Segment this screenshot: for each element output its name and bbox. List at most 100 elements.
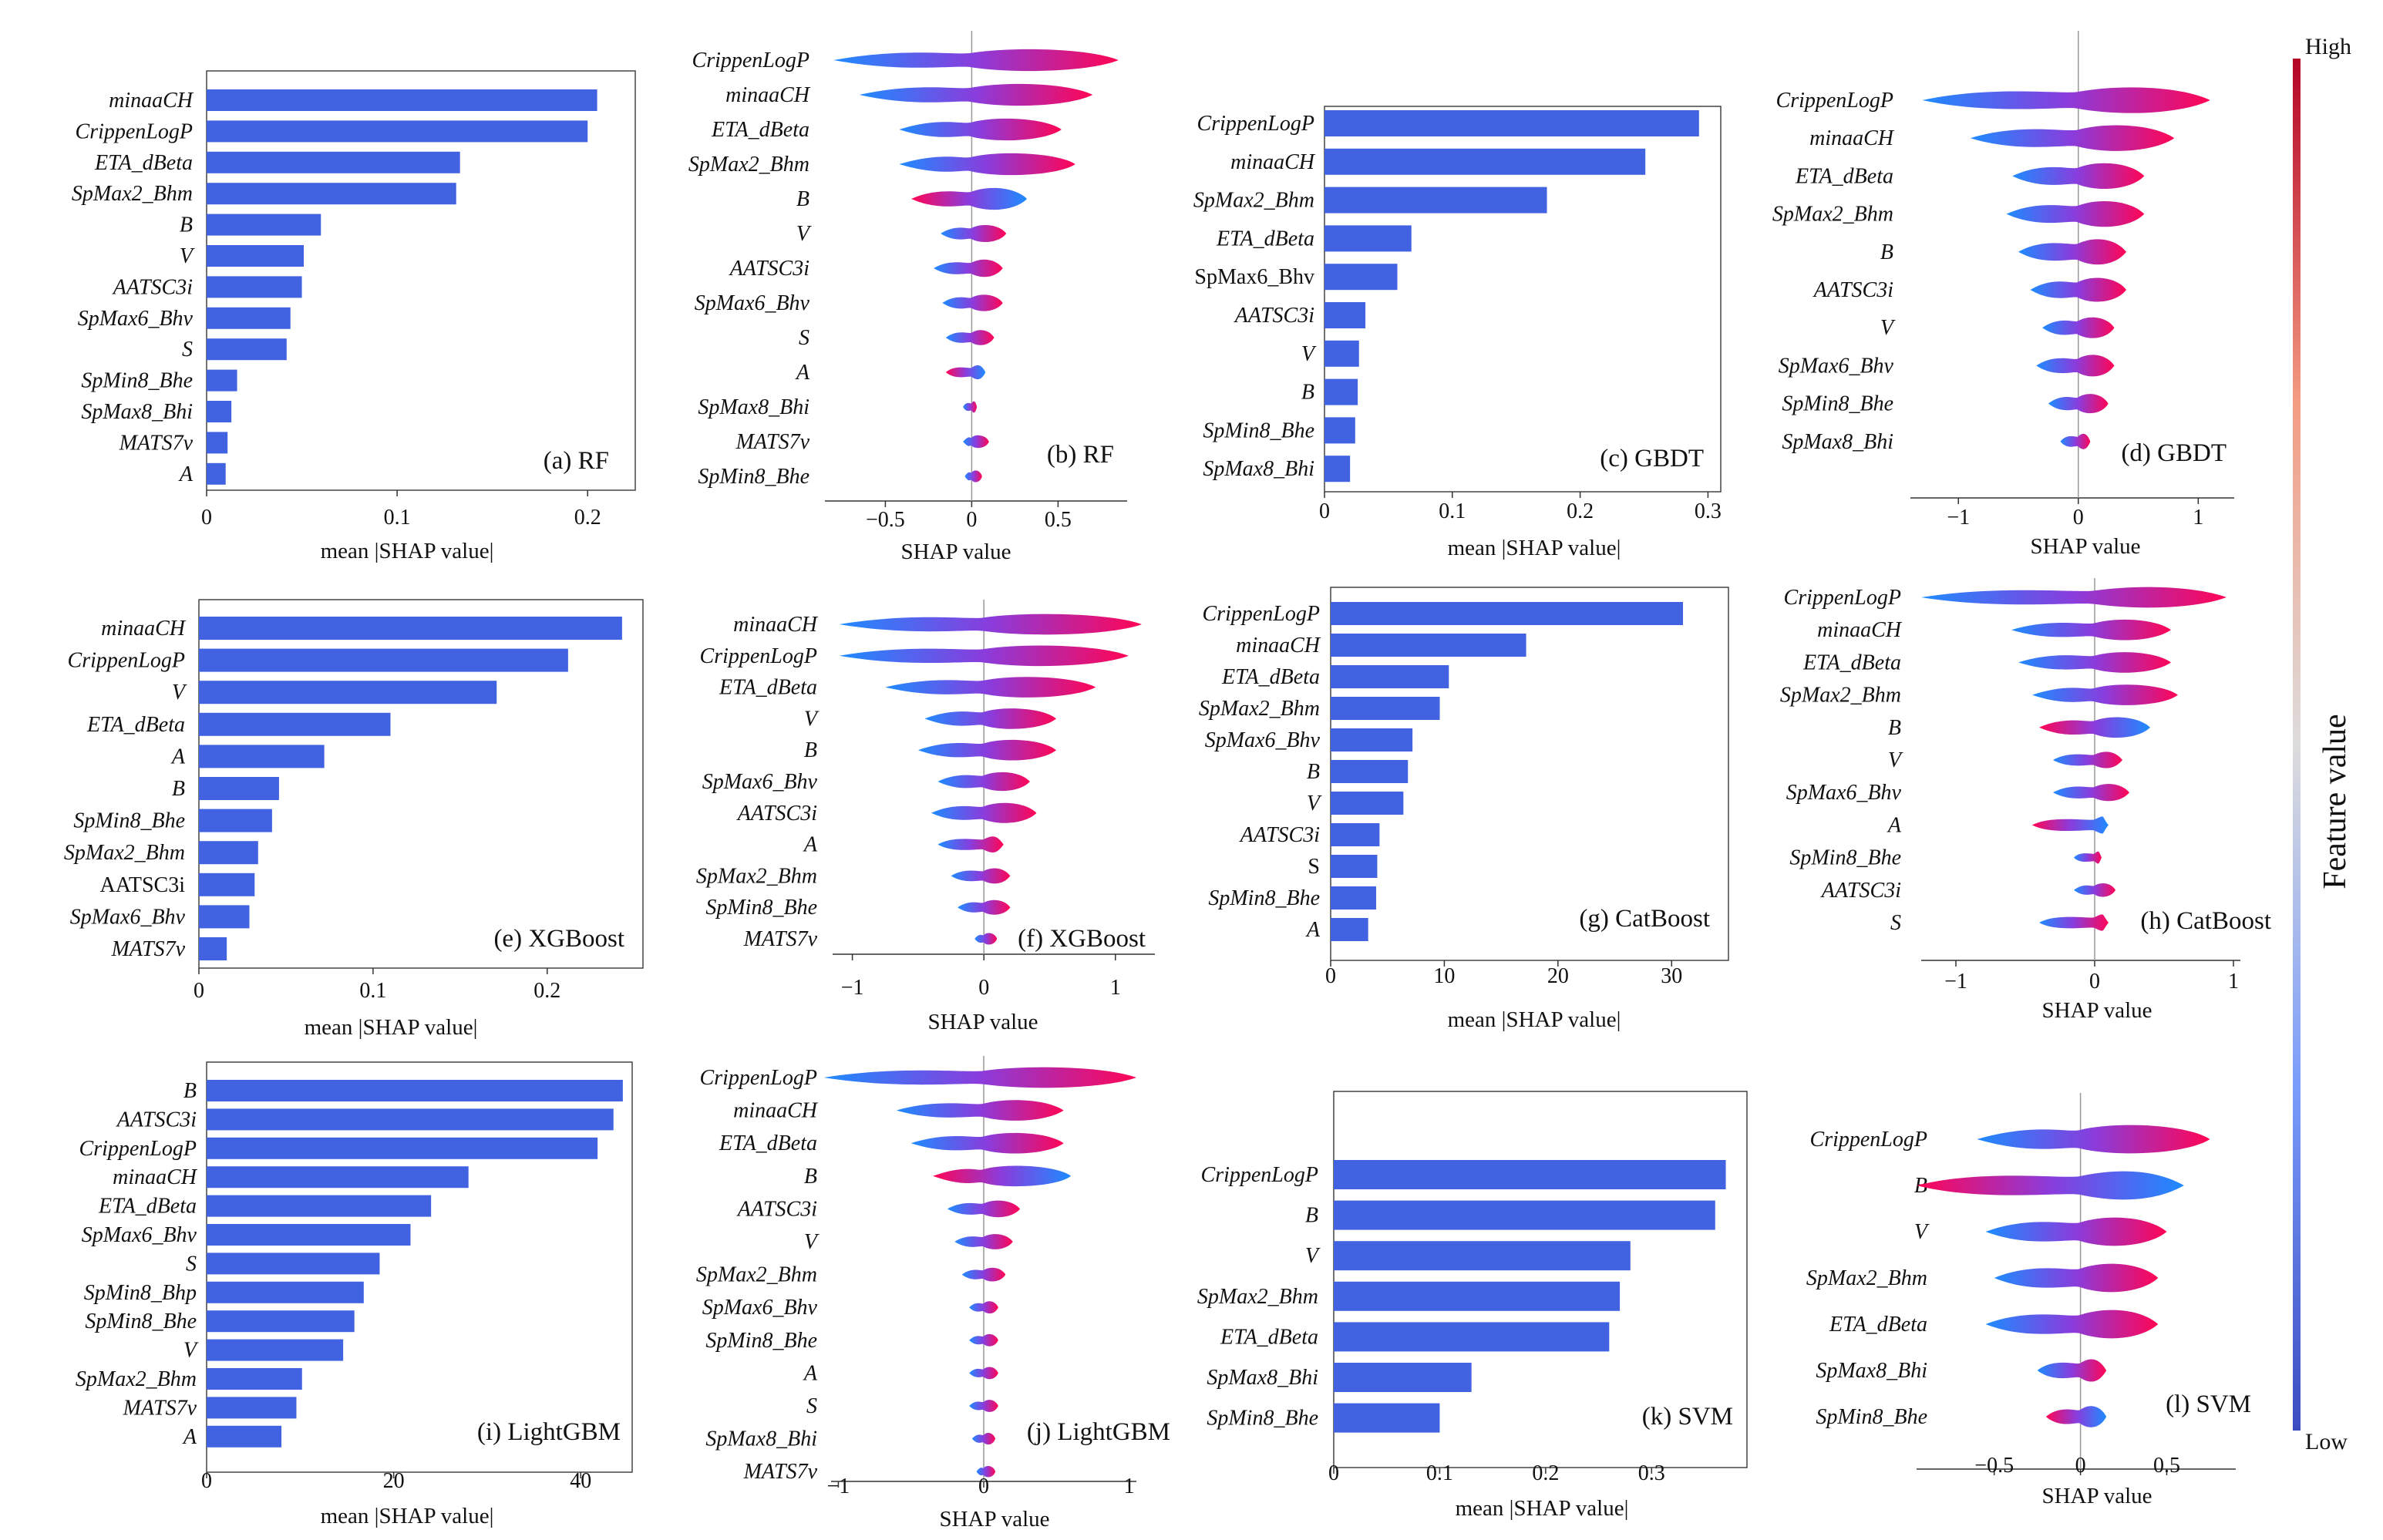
panel-d-violin	[2006, 200, 2145, 227]
panel-g-bar	[1331, 697, 1440, 720]
panel-f-feature-label: ETA_dBeta	[719, 676, 817, 700]
panel-c-frame	[1324, 106, 1722, 493]
panel-c-feature-label: CrippenLogP	[1197, 112, 1314, 136]
panel-j-feature-label: SpMax8_Bhi	[705, 1427, 817, 1451]
panel-c-bar	[1324, 302, 1366, 328]
panel-e-feature-label: CrippenLogP	[68, 649, 185, 673]
panel-k-bar	[1334, 1200, 1715, 1230]
panel-b-violin	[899, 118, 1062, 141]
panel-k-bar	[1334, 1241, 1631, 1271]
panel-h-violin	[2039, 914, 2109, 931]
panel-j-label: (j) LightGBM	[1027, 1418, 1170, 1446]
panel-f-feature-label: AATSC3i	[736, 802, 817, 825]
panel-a-feature-label: minaaCH	[109, 89, 194, 113]
panel-a-bar	[207, 369, 237, 392]
panel-k-feature-label: SpMax8_Bhi	[1207, 1366, 1318, 1390]
panel-c-feature-label: V	[1301, 342, 1317, 366]
panel-g-bar	[1331, 760, 1409, 783]
panel-g-bar	[1331, 602, 1684, 625]
panel-j-tick-label: 1	[1124, 1474, 1135, 1498]
panel-b-violin	[899, 153, 1075, 176]
panel-g-tick-label: 0	[1325, 964, 1336, 988]
panel-b-feature-label: V	[796, 222, 812, 246]
panel-g-label: (g) CatBoost	[1579, 905, 1710, 933]
panel-j-xlabel: SHAP value	[939, 1507, 1049, 1532]
panel-d-violin	[2036, 355, 2115, 377]
panel-j-feature-label: ETA_dBeta	[719, 1131, 817, 1155]
panel-g-tick-label: 10	[1433, 964, 1455, 988]
panel-h-violin	[2032, 684, 2178, 705]
panel-c-bar	[1324, 340, 1359, 367]
panel-a-feature-label: S	[182, 338, 193, 361]
panel-e-feature-label: minaaCH	[101, 617, 187, 641]
panel-e-tick-label: 0.1	[359, 979, 386, 1003]
panel-j-violin	[954, 1234, 1013, 1249]
panel-i-bar	[207, 1397, 297, 1419]
panel-f: −1 0 1 minaaCH CrippenLogP ETA_dBeta VB SpMax6_…	[696, 600, 1155, 1034]
panel-d-violin	[2030, 277, 2126, 302]
panel-k-feature-label: B	[1305, 1204, 1318, 1228]
panel-b-feature-label: S	[799, 326, 809, 350]
panel-i-bar	[207, 1253, 380, 1275]
panel-c-bar	[1324, 417, 1355, 444]
panel-h-feature-label: SpMax6_Bhv	[1786, 781, 1902, 805]
panel-b-feature-label: SpMax6_Bhv	[695, 291, 810, 315]
panel-h-feature-label: AATSC3i	[1820, 879, 1901, 903]
panel-j-feature-label: B	[804, 1165, 817, 1189]
panel-c-feature-label: SpMax8_Bhi	[1203, 457, 1314, 481]
panel-e: 0 0.1 0.2 minaaCH CrippenLogP V ETA_dBeta AB SpM…	[64, 599, 644, 1040]
panel-g-bar	[1331, 918, 1368, 941]
panel-h-feature-label: SpMin8_Bhe	[1789, 846, 1901, 870]
panel-c-feature-label: minaaCH	[1230, 150, 1316, 174]
panel-b-violin	[942, 294, 1003, 311]
panel-i-feature-label: A	[182, 1425, 197, 1449]
panel-b-feature-label: minaaCH	[725, 83, 811, 107]
panel-f-violin	[917, 739, 1057, 761]
panel-b-feature-label: ETA_dBeta	[711, 118, 809, 142]
panel-j-violin	[969, 1400, 998, 1412]
panel-i-feature-label: S	[186, 1252, 197, 1276]
panel-d-violin	[1922, 87, 2210, 113]
panel-d-violin	[2018, 239, 2126, 265]
panel-i-feature-label: ETA_dBeta	[98, 1195, 197, 1219]
panel-i-bar	[207, 1166, 469, 1189]
panel-f-feature-label: CrippenLogP	[700, 644, 817, 668]
panel-b-violin	[833, 49, 1119, 72]
panel-d-feature-label: SpMin8_Bhe	[1782, 392, 1893, 416]
panel-g-feature-label: A	[1305, 918, 1321, 942]
panel-a-xlabel: mean |SHAP value|	[321, 539, 494, 563]
panel-d-violin	[2012, 163, 2145, 190]
panel-g-feature-label: B	[1307, 760, 1320, 784]
panel-d-feature-label: ETA_dBeta	[1795, 164, 1893, 188]
panel-a: 0 0.1 0.2 minaaCH CrippenLogP ETA_dBeta SpMax2…	[72, 70, 636, 563]
panel-a-feature-label: B	[180, 214, 193, 237]
panel-f-violin	[931, 802, 1037, 823]
panel-l-violin	[1917, 1171, 2184, 1200]
panel-h-feature-label: ETA_dBeta	[1802, 651, 1901, 674]
panel-e-tick-label: 0.2	[533, 979, 560, 1003]
panel-e-bar	[199, 777, 279, 800]
panel-j-violin	[947, 1200, 1021, 1218]
panel-g-feature-label: ETA_dBeta	[1221, 665, 1320, 689]
panel-d-feature-label: V	[1880, 316, 1896, 340]
panel-i-bar	[207, 1425, 282, 1448]
panel-i-bar	[207, 1310, 355, 1333]
panel-f-violin	[924, 708, 1057, 729]
panel-c-feature-label: SpMax6_Bhv	[1194, 265, 1314, 289]
panel-i-feature-label: SpMin8_Bhe	[85, 1310, 197, 1333]
panel-f-xlabel: SHAP value	[927, 1010, 1038, 1034]
panel-i-tick-label: 40	[570, 1469, 591, 1493]
panel-c-bar	[1324, 110, 1699, 136]
panel-i-tick-label: 0	[201, 1469, 212, 1493]
panel-c-xlabel: mean |SHAP value|	[1448, 536, 1621, 560]
panel-j-violin	[910, 1132, 1064, 1154]
panel-a-bar	[207, 151, 460, 173]
panel-e-label: (e) XGBoost	[493, 925, 624, 953]
panel-b-tick-label: 0	[966, 508, 977, 532]
panel-l-feature-label: SpMax2_Bhm	[1806, 1266, 1927, 1290]
panel-f-tick-label: 0	[978, 976, 989, 1000]
panel-a-feature-label: CrippenLogP	[76, 119, 193, 143]
panel-c-bar	[1324, 225, 1412, 252]
panel-i-bar	[207, 1368, 302, 1390]
